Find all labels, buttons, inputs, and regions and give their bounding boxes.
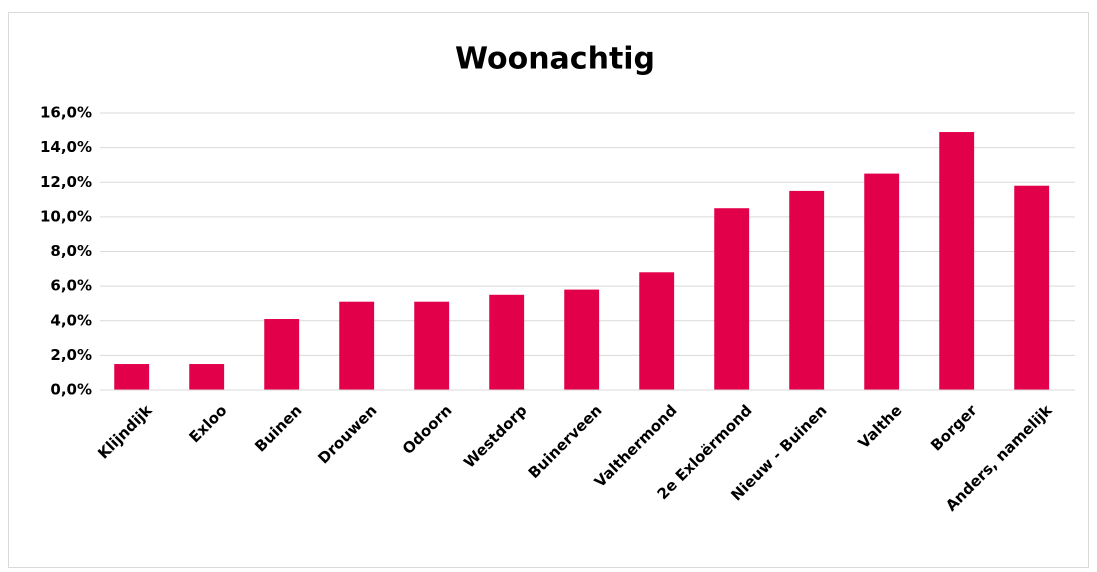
y-tick-label: 10,0% [40, 207, 92, 225]
y-tick-label: 8,0% [50, 242, 92, 260]
bar [264, 319, 300, 390]
bar [864, 173, 900, 390]
y-tick-label: 16,0% [40, 104, 92, 122]
bar [714, 208, 750, 390]
bar [939, 132, 975, 390]
y-tick-label: 2,0% [50, 346, 92, 364]
bar [414, 301, 450, 390]
bar [789, 190, 825, 390]
bar [189, 364, 225, 390]
chart-title: Woonachtig [455, 42, 655, 77]
bar [339, 301, 375, 390]
chart-border [8, 12, 1089, 568]
bar [639, 272, 675, 390]
y-tick-label: 12,0% [40, 173, 92, 191]
y-tick-label: 14,0% [40, 138, 92, 156]
bar [1014, 185, 1050, 390]
bar [114, 364, 150, 390]
y-tick-label: 6,0% [50, 277, 92, 295]
y-tick-label: 0,0% [50, 381, 92, 399]
bar [489, 294, 525, 390]
y-tick-label: 4,0% [50, 311, 92, 329]
bar [564, 289, 600, 390]
